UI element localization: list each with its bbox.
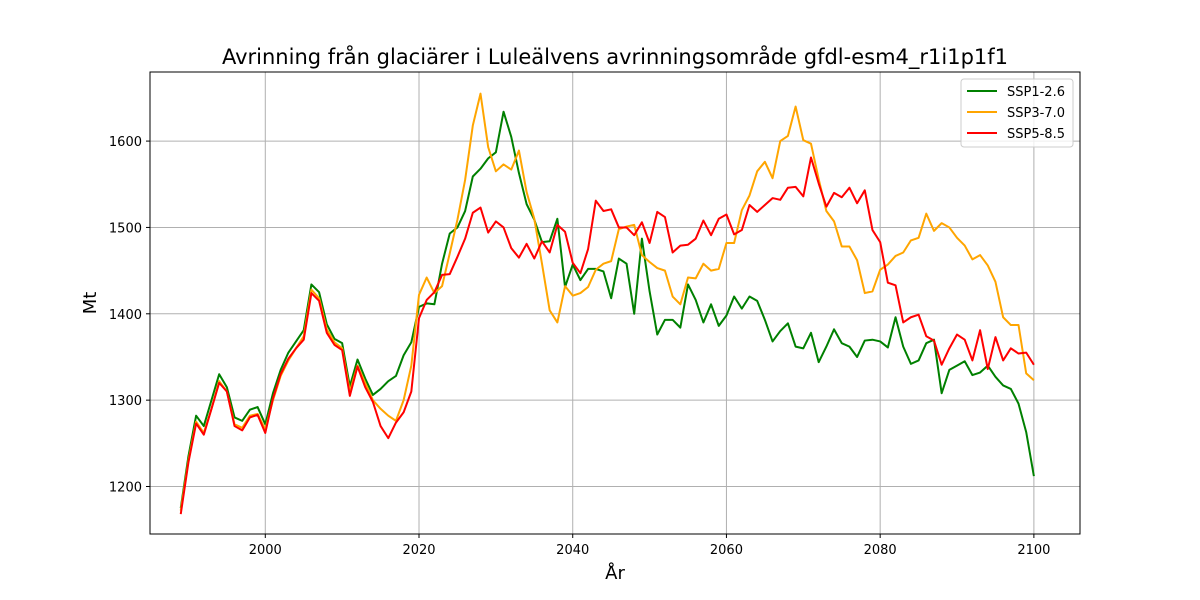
x-tick-label: 2060 bbox=[710, 543, 743, 558]
plot-frame bbox=[149, 71, 1081, 535]
axis-ticks: 2000 2020 2040 2060 2080 2100 1200 1300 1400 1500… bbox=[109, 135, 1051, 558]
x-tick-label: 2100 bbox=[1017, 543, 1050, 558]
x-tick-label: 2080 bbox=[864, 543, 897, 558]
x-tick-label: 2000 bbox=[249, 543, 282, 558]
series-line-ssp1-2-6 bbox=[179, 110, 1035, 509]
y-tick-label: 1400 bbox=[109, 308, 142, 323]
series-line-ssp5-8-5 bbox=[179, 156, 1035, 515]
y-axis-title: Mt bbox=[80, 292, 101, 315]
series-lines bbox=[179, 92, 1035, 515]
grid bbox=[150, 72, 1080, 534]
chart-title: Avrinning från glaciärer i Luleälvens av… bbox=[222, 44, 1008, 70]
x-axis-title: År bbox=[605, 562, 625, 584]
y-tick-label: 1200 bbox=[109, 481, 142, 496]
legend-label-ssp5-8-5: SSP5-8.5 bbox=[1007, 127, 1065, 142]
legend: SSP1-2.6 SSP3-7.0 SSP5-8.5 bbox=[960, 78, 1074, 148]
legend-label-ssp1-2-6: SSP1-2.6 bbox=[1007, 85, 1065, 100]
y-tick-label: 1600 bbox=[109, 135, 142, 150]
y-tick-label: 1500 bbox=[109, 221, 142, 236]
y-tick-label: 1300 bbox=[109, 394, 142, 409]
legend-box bbox=[960, 78, 1074, 148]
x-tick-label: 2020 bbox=[402, 543, 435, 558]
legend-label-ssp3-7-0: SSP3-7.0 bbox=[1007, 106, 1065, 121]
x-tick-label: 2040 bbox=[556, 543, 589, 558]
